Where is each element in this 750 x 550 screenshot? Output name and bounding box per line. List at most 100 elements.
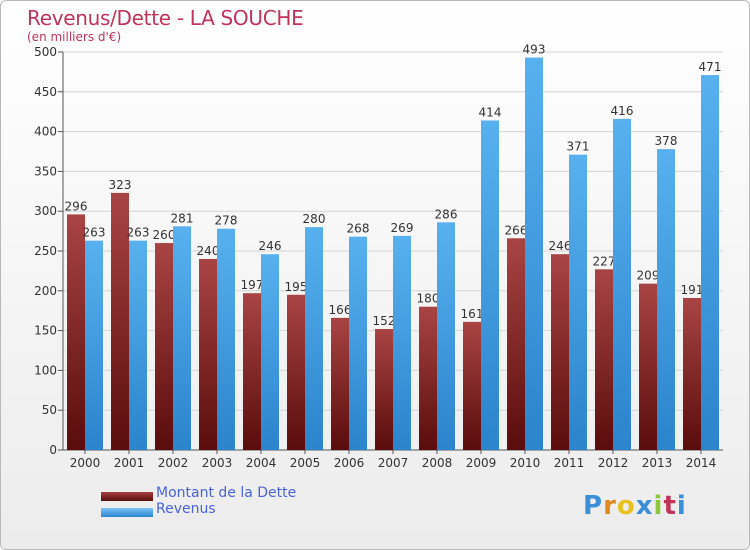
y-tick-label: 200	[34, 284, 57, 298]
logo-letter: i	[653, 491, 664, 521]
revenue-bar	[613, 118, 631, 450]
revenue-value-label: 281	[171, 211, 194, 225]
x-tick-label: 2007	[378, 456, 409, 470]
debt-value-label: 323	[109, 178, 132, 192]
y-tick-label: 100	[34, 363, 57, 377]
y-tick-label: 300	[34, 204, 57, 218]
revenue-bar	[129, 240, 147, 450]
y-tick-label: 350	[34, 164, 57, 178]
revenue-bar	[569, 154, 587, 450]
logo-letter: i	[676, 491, 687, 521]
x-tick-label: 2013	[642, 456, 673, 470]
logo-letter: t	[663, 491, 677, 521]
revenue-value-label: 378	[655, 134, 678, 148]
revenue-value-label: 278	[215, 214, 238, 228]
logo-letter: r	[603, 491, 617, 521]
debt-value-label: 197	[241, 278, 264, 292]
revenue-value-label: 371	[567, 140, 590, 154]
legend-label-debt: Montant de la Dette	[156, 485, 297, 501]
x-tick-label: 2010	[510, 456, 541, 470]
debt-bar	[111, 192, 129, 450]
debt-bar	[67, 214, 85, 450]
y-tick-label: 150	[34, 324, 57, 338]
y-tick-label: 500	[34, 45, 57, 59]
debt-bar	[331, 317, 349, 450]
debt-bar	[243, 293, 261, 450]
revenue-bar	[701, 75, 719, 451]
debt-bar	[155, 243, 173, 450]
revenue-bar	[437, 222, 455, 450]
debt-bar	[595, 269, 613, 450]
x-tick-label: 2014	[686, 456, 717, 470]
debt-bar	[199, 258, 217, 450]
debt-bar	[375, 329, 393, 450]
y-tick-label: 400	[34, 125, 57, 139]
debt-value-label: 246	[549, 239, 572, 253]
revenue-bar	[481, 120, 499, 451]
x-tick-label: 2004	[246, 456, 277, 470]
proxiti-logo: Proxiti	[583, 491, 687, 521]
revenue-value-label: 280	[303, 212, 326, 226]
revenue-value-label: 414	[479, 105, 502, 119]
x-tick-label: 2002	[158, 456, 189, 470]
revenue-value-label: 263	[127, 226, 150, 240]
legend-swatch-debt	[101, 492, 153, 501]
revenue-value-label: 286	[435, 207, 458, 221]
revenue-value-label: 268	[347, 222, 370, 236]
debt-value-label: 180	[417, 292, 440, 306]
revenue-bar	[525, 57, 543, 451]
legend-label-revenue: Revenus	[156, 501, 216, 517]
x-tick-label: 2012	[598, 456, 629, 470]
logo-letter: P	[583, 491, 604, 521]
revenue-bar	[393, 235, 411, 450]
revenue-value-label: 263	[83, 226, 106, 240]
revenue-bar	[349, 236, 367, 450]
x-tick-label: 2008	[422, 456, 453, 470]
revenue-value-label: 471	[699, 60, 722, 74]
debt-value-label: 195	[285, 280, 308, 294]
logo-letter: o	[616, 491, 636, 521]
debt-bar	[507, 238, 525, 450]
x-tick-label: 2005	[290, 456, 321, 470]
debt-value-label: 209	[637, 269, 660, 283]
x-tick-label: 2009	[466, 456, 497, 470]
debt-value-label: 191	[681, 283, 704, 297]
x-tick-label: 2011	[554, 456, 585, 470]
debt-value-label: 152	[373, 314, 396, 328]
revenue-value-label: 416	[611, 104, 634, 118]
x-tick-label: 2001	[114, 456, 145, 470]
debt-bar	[639, 283, 657, 450]
y-tick-label: 450	[34, 85, 57, 99]
debt-value-label: 166	[329, 303, 352, 317]
revenue-bar	[657, 149, 675, 450]
x-tick-label: 2003	[202, 456, 233, 470]
debt-value-label: 260	[153, 228, 176, 242]
legend-swatch-revenue	[101, 508, 153, 517]
y-tick-label: 0	[49, 443, 57, 457]
chart-title: Revenus/Dette - LA SOUCHE	[27, 6, 304, 30]
revenue-bar	[261, 254, 279, 450]
y-tick-label: 50	[42, 403, 57, 417]
revenue-value-label: 246	[259, 239, 282, 253]
debt-value-label: 266	[505, 223, 528, 237]
x-tick-label: 2006	[334, 456, 365, 470]
debt-value-label: 240	[197, 244, 220, 258]
debt-value-label: 296	[65, 199, 88, 213]
chart-subtitle: (en milliers d'€)	[27, 30, 122, 44]
debt-bar	[551, 254, 569, 450]
revenue-value-label: 269	[391, 221, 414, 235]
revenue-bar	[173, 226, 191, 450]
revenue-value-label: 493	[523, 43, 546, 57]
x-tick-label: 2000	[70, 456, 101, 470]
debt-bar	[287, 294, 305, 450]
debt-bar	[463, 321, 481, 450]
revenue-bar	[305, 227, 323, 450]
revenue-bar	[85, 240, 103, 450]
y-tick-label: 250	[34, 244, 57, 258]
debt-value-label: 227	[593, 254, 616, 268]
debt-bar	[419, 306, 437, 450]
logo-letter: x	[635, 491, 654, 521]
debt-value-label: 161	[461, 307, 484, 321]
